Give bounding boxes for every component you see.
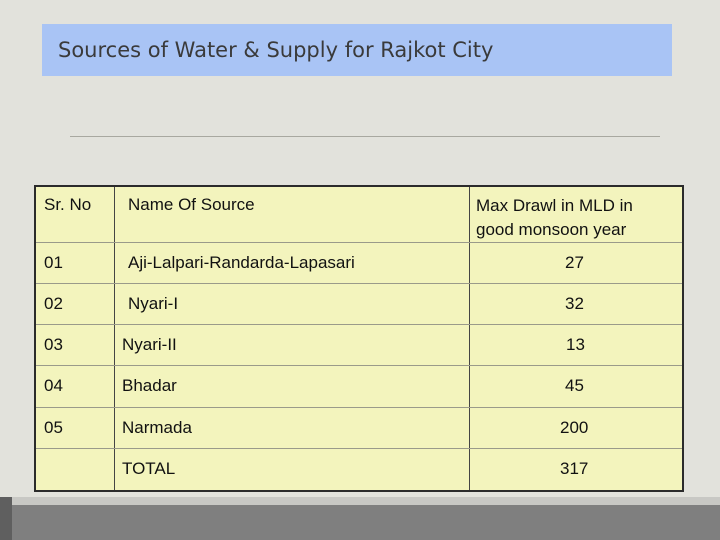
title-bar: Sources of Water & Supply for Rajkot Cit… — [42, 24, 672, 76]
row-value: 27 — [565, 253, 584, 272]
header-name-of-source: Name Of Source — [128, 195, 255, 214]
row-name: Aji-Lalpari-Randarda-Lapasari — [128, 253, 355, 272]
header-max-drawl: Max Drawl in MLD in good monsoon year — [476, 194, 633, 242]
column-divider — [469, 187, 470, 490]
row-sr: 01 — [44, 253, 63, 272]
header-max-drawl-line2: good monsoon year — [476, 220, 627, 239]
row-name: Bhadar — [122, 376, 177, 395]
row-name: Narmada — [122, 418, 192, 437]
header-max-drawl-line1: Max Drawl in MLD in — [476, 196, 633, 215]
row-name: Nyari-II — [122, 335, 177, 354]
water-sources-table: Sr. No Name Of Source Max Drawl in MLD i… — [34, 185, 684, 492]
row-name: Nyari-I — [128, 294, 179, 313]
slide-title: Sources of Water & Supply for Rajkot Cit… — [58, 38, 494, 62]
total-label: TOTAL — [122, 459, 176, 478]
divider — [70, 136, 660, 137]
row-sr: 04 — [44, 376, 63, 395]
column-divider — [114, 187, 115, 490]
table-row: 02 Nyari-I 32 — [36, 284, 682, 325]
table-row: 03 Nyari-II 13 — [36, 325, 682, 366]
row-sr: 03 — [44, 335, 63, 354]
row-sr: 02 — [44, 294, 63, 313]
table-row: 04 Bhadar 45 — [36, 366, 682, 408]
table-header-row: Sr. No Name Of Source Max Drawl in MLD i… — [36, 187, 682, 243]
row-sr: 05 — [44, 418, 63, 437]
footer-tab — [0, 497, 12, 540]
row-value: 200 — [560, 418, 589, 437]
header-sr-no: Sr. No — [44, 195, 92, 214]
total-value: 317 — [560, 459, 589, 478]
row-value: 45 — [565, 376, 584, 395]
table-row: 05 Narmada 200 — [36, 408, 682, 449]
row-value: 32 — [565, 294, 584, 313]
table-row: 01 Aji-Lalpari-Randarda-Lapasari 27 — [36, 243, 682, 284]
footer-band — [0, 497, 720, 540]
row-value: 13 — [566, 335, 585, 354]
table-total-row: TOTAL 317 — [36, 449, 682, 490]
footer-highlight — [0, 497, 720, 505]
